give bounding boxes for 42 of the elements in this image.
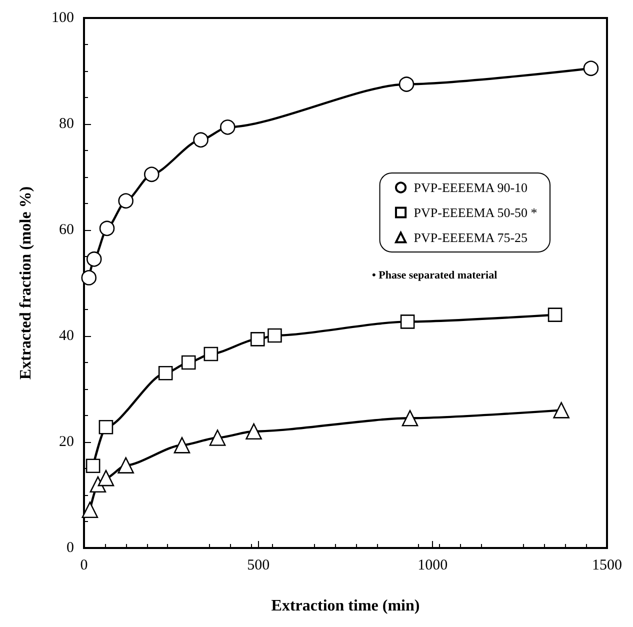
point — [158, 366, 173, 380]
point — [98, 420, 114, 434]
point — [99, 220, 115, 236]
point — [193, 132, 208, 148]
point — [86, 458, 100, 473]
point — [553, 402, 570, 418]
point — [118, 193, 134, 208]
point — [246, 423, 262, 440]
point — [118, 457, 134, 474]
x-tick-label: 1500 — [592, 558, 622, 574]
y-tick-label: 100 — [52, 10, 74, 26]
x-tick-label: 1000 — [418, 558, 448, 574]
point — [548, 308, 562, 322]
point — [82, 502, 98, 518]
legend-label: PVP-EEEEMA 75-25 — [414, 230, 528, 245]
point — [209, 430, 226, 446]
point — [402, 410, 418, 426]
point — [398, 76, 414, 92]
point — [174, 437, 190, 454]
point — [81, 270, 97, 286]
point — [98, 470, 114, 486]
point — [181, 355, 196, 370]
legend-label: PVP-EEEEMA 50-50 * — [414, 205, 538, 220]
y-axis-title: Extracted fraction (mole %) — [18, 186, 34, 380]
x-tick-label: 500 — [247, 558, 270, 574]
y-tick-label: 20 — [59, 434, 74, 450]
y-tick-label: 0 — [66, 540, 74, 556]
legend-label: PVP-EEEEMA 90-10 — [414, 180, 528, 195]
point — [86, 252, 102, 267]
y-tick-label: 60 — [59, 222, 74, 238]
annotation: • Phase separated material — [372, 270, 498, 282]
y-tick-label: 40 — [59, 328, 74, 344]
point — [583, 60, 599, 76]
x-tick-label: 0 — [80, 558, 88, 574]
point — [204, 346, 218, 362]
point — [268, 328, 282, 343]
point — [250, 332, 265, 346]
point — [400, 314, 415, 329]
point — [144, 166, 160, 182]
point — [220, 120, 236, 135]
y-tick-label: 80 — [59, 116, 74, 132]
x-axis-title: Extraction time (min) — [271, 598, 420, 614]
